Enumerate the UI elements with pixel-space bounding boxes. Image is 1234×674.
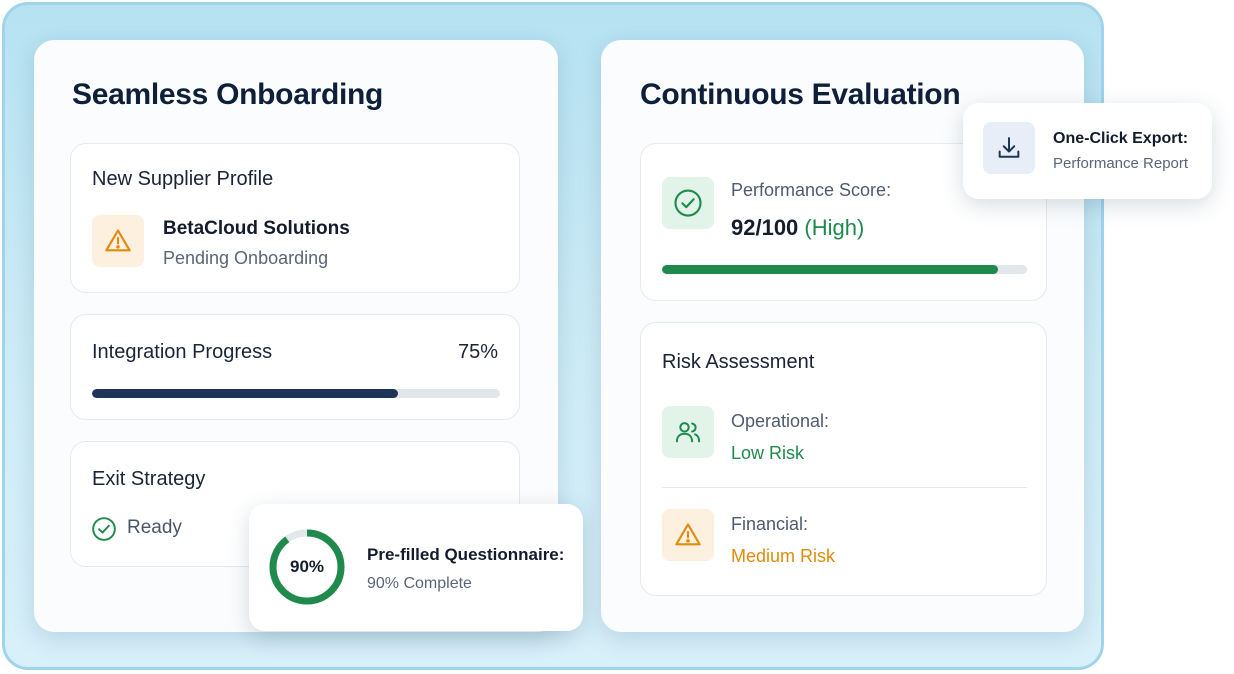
warning-icon [662,509,714,561]
risk-assessment-title: Risk Assessment [662,351,815,373]
operational-risk-label: Operational: [731,411,830,431]
questionnaire-subtitle: 90% Complete [367,575,472,592]
questionnaire-title: Pre-filled Questionnaire: [367,545,565,564]
performance-score-bar [662,265,1027,274]
onboarding-panel-title: Seamless Onboarding [72,78,384,111]
integration-progress-title: Integration Progress [92,341,273,363]
check-circle-icon [662,177,714,229]
integration-progress-percent: 75% [457,341,498,363]
financial-risk-value: Medium Risk [731,546,836,566]
integration-progress-fill [92,389,398,398]
supplier-name: BetaCloud Solutions [163,218,350,239]
supplier-status: Pending Onboarding [163,248,329,268]
export-subtitle: Performance Report [1053,155,1189,172]
questionnaire-progress-ring: 90% [267,527,347,607]
users-icon [662,406,714,458]
performance-score-value-line: 92/100 (High) [731,215,864,241]
export-popup[interactable]: One-Click Export: Performance Report [963,103,1212,199]
exit-strategy-title: Exit Strategy [92,468,206,490]
supplier-profile-card[interactable]: New Supplier Profile BetaCloud Solutions… [70,143,520,293]
risk-divider [662,487,1027,488]
evaluation-panel-title: Continuous Evaluation [640,78,961,111]
exit-strategy-status: Ready [127,517,182,538]
supplier-profile-title: New Supplier Profile [92,168,274,190]
integration-progress-card: Integration Progress 75% [70,314,520,420]
questionnaire-ring-label: 90% [289,557,325,576]
financial-risk-label: Financial: [731,514,809,534]
operational-risk-value: Low Risk [731,443,805,463]
integration-progress-bar [92,389,500,398]
performance-score-value: 92/100 [731,215,799,240]
questionnaire-popup[interactable]: 90% Pre-filled Questionnaire: 90% Comple… [249,504,583,631]
warning-icon [92,215,144,267]
risk-assessment-card: Risk Assessment Operational: Low Risk Fi… [640,322,1047,596]
export-title: One-Click Export: [1053,130,1189,147]
performance-score-fill [662,265,998,274]
performance-score-rating: (High) [804,215,865,240]
performance-score-label: Performance Score: [731,180,892,200]
check-circle-icon [91,516,117,542]
download-icon[interactable] [983,122,1035,174]
